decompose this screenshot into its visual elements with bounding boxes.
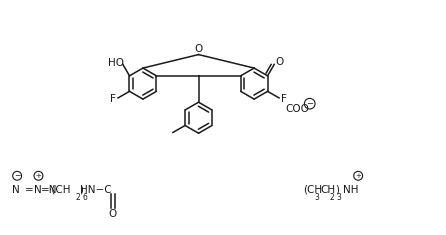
Text: HN−C: HN−C <box>80 185 112 195</box>
Text: O: O <box>276 57 284 67</box>
Text: N: N <box>34 185 41 195</box>
Text: N: N <box>12 185 20 195</box>
Text: 6: 6 <box>83 192 87 202</box>
Text: COO: COO <box>286 104 310 114</box>
Text: +: + <box>36 173 41 179</box>
Text: F: F <box>281 94 287 104</box>
Text: O: O <box>109 209 117 219</box>
Text: −: − <box>14 171 21 180</box>
Text: ): ) <box>335 185 339 195</box>
Text: O: O <box>194 44 202 54</box>
Text: CH: CH <box>321 185 336 195</box>
Text: (CH: (CH <box>303 185 322 195</box>
Text: +: + <box>355 173 361 179</box>
Text: 3: 3 <box>336 192 341 202</box>
Text: NH: NH <box>343 185 359 195</box>
Text: 3: 3 <box>314 192 319 202</box>
Text: 2: 2 <box>75 192 80 202</box>
Text: HO: HO <box>108 58 124 68</box>
Text: F: F <box>110 94 116 104</box>
Text: =N: =N <box>41 185 57 195</box>
Text: ·(CH: ·(CH <box>49 185 71 195</box>
Text: 2: 2 <box>329 192 334 202</box>
Text: =: = <box>25 185 34 195</box>
Text: −: − <box>306 99 313 108</box>
Text: ): ) <box>79 185 83 195</box>
